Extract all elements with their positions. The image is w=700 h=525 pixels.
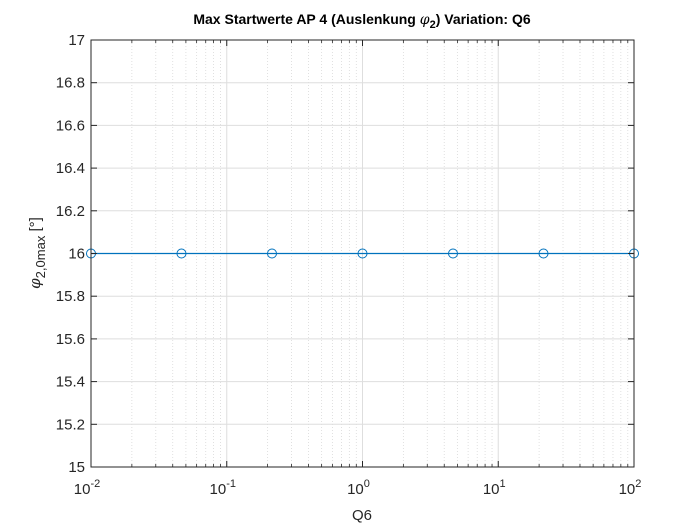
x-tick-labels: 10-2 10-1 100 101 102 xyxy=(74,478,642,498)
data-point-marker xyxy=(176,248,187,259)
y-tick-label: 16.4 xyxy=(56,160,85,177)
x-tick-label: 101 xyxy=(483,478,506,498)
x-tick-base: 10 xyxy=(483,481,500,498)
y-tick-label: 17 xyxy=(68,32,85,49)
y-axis-label: φ2,0max [°] xyxy=(26,217,48,289)
y-label-symbol: φ xyxy=(26,278,44,289)
x-axis-label: Q6 xyxy=(352,507,372,524)
title-subscript: 2 xyxy=(430,19,436,31)
x-tick-exponent: 2 xyxy=(635,478,641,490)
y-tick-label: 15 xyxy=(68,459,85,476)
title-symbol: φ xyxy=(420,12,430,28)
data-point-marker xyxy=(357,248,368,259)
x-tick-label: 100 xyxy=(347,478,370,498)
chart-title: Max Startwerte AP 4 (Auslenkung φ2) Vari… xyxy=(193,11,530,31)
y-tick-label: 16.6 xyxy=(56,117,85,134)
y-tick-label: 15.6 xyxy=(56,331,85,348)
y-tick-label: 15.2 xyxy=(56,416,85,433)
title-text-before: Max Startwerte AP 4 (Auslenkung xyxy=(193,11,419,27)
x-tick-base: 10 xyxy=(619,481,636,498)
axis-ticks xyxy=(90,39,635,468)
x-tick-label: 102 xyxy=(619,478,642,498)
y-tick-label: 15.4 xyxy=(56,374,85,391)
data-point-marker xyxy=(448,248,459,259)
y-tick-labels: 15 15.2 15.4 15.6 15.8 16 16.2 16.4 16.6 16.8 17 xyxy=(56,32,85,476)
y-label-subscript: 2,0max xyxy=(33,235,48,278)
data-point-marker xyxy=(538,248,549,259)
y-tick-label: 16 xyxy=(68,246,85,263)
x-tick-label: 10-1 xyxy=(210,478,236,498)
y-tick-label: 16.8 xyxy=(56,75,85,92)
data-point-marker xyxy=(266,248,277,259)
y-tick-label: 16.2 xyxy=(56,203,85,220)
x-tick-exponent: -2 xyxy=(90,478,100,490)
x-tick-base: 10 xyxy=(74,481,91,498)
y-tick-label: 15.8 xyxy=(56,288,85,305)
x-tick-base: 10 xyxy=(210,481,227,498)
x-tick-exponent: -1 xyxy=(226,478,236,490)
x-tick-label: 10-2 xyxy=(74,478,100,498)
y-label-unit: [°] xyxy=(27,217,44,236)
series-layer xyxy=(86,248,639,259)
x-tick-exponent: 1 xyxy=(500,478,506,490)
x-tick-exponent: 0 xyxy=(364,478,370,490)
title-text-after: ) Variation: Q6 xyxy=(436,11,531,27)
x-tick-base: 10 xyxy=(347,481,364,498)
